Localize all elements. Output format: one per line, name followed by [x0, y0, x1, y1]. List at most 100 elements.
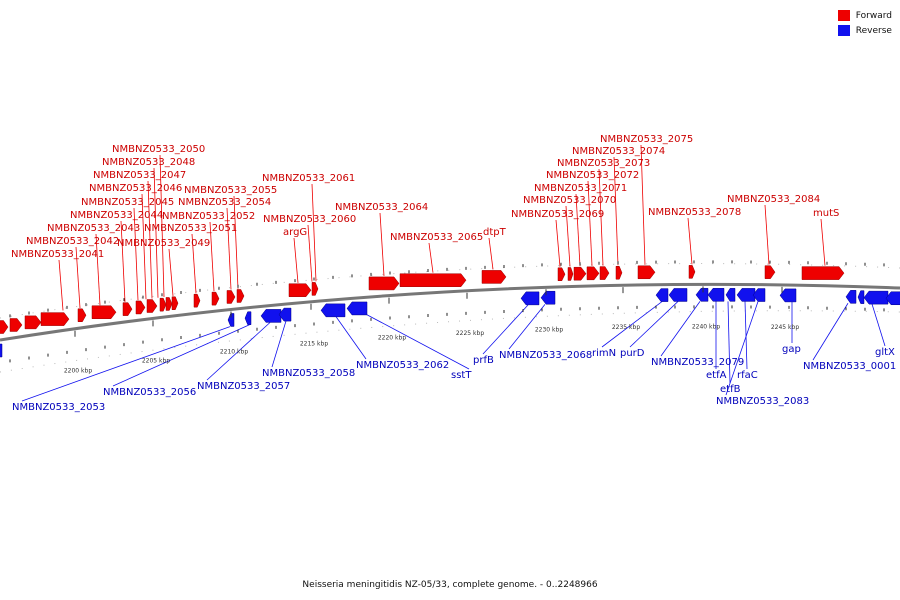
forward-gene-3 [40, 312, 70, 326]
label-leader-lines [21, 144, 886, 402]
forward-leader [159, 154, 165, 298]
forward-gene-20 [481, 270, 507, 284]
reverse-gene-label: NMBNZ0533_2058 [262, 368, 355, 379]
reverse-gene-label: NMBNZ0533_2056 [103, 387, 196, 398]
forward-gene-label: NMBNZ0533_2048 [102, 157, 195, 168]
forward-leader [307, 224, 313, 282]
reverse-gene-9 [655, 288, 669, 302]
forward-gene-14 [226, 290, 236, 304]
forward-leader [226, 207, 232, 290]
forward-gene-label: NMBNZ0533_2042 [26, 236, 119, 247]
forward-gene-25 [599, 266, 610, 280]
legend-reverse: Reverse [837, 23, 892, 38]
forward-leader [293, 237, 299, 283]
reverse-gene-label: prfB [473, 355, 494, 366]
forward-leader [75, 246, 81, 309]
forward-leader [141, 193, 147, 300]
scale-tick-label: 2220 kbp [378, 335, 406, 342]
reverse-gene-13 [725, 288, 736, 302]
forward-gene-1 [9, 318, 23, 332]
reverse-leader [871, 303, 886, 347]
forward-leader [575, 193, 581, 267]
forward-gene-label: NMBNZ0533_2050 [112, 144, 205, 155]
forward-leader [133, 207, 139, 301]
forward-leader [147, 180, 153, 299]
reverse-gene-label: rimN [592, 348, 616, 359]
reverse-gene-label: gltX [875, 347, 895, 358]
forward-gene-27 [637, 265, 656, 280]
forward-gene-label: NMBNZ0533_2054 [178, 197, 271, 208]
reverse-gene-1 [227, 313, 235, 327]
forward-gene-label: NMBNZ0533_2078 [648, 207, 741, 218]
legend-reverse-label: Reverse [855, 25, 892, 36]
forward-gene-label: argG [283, 227, 307, 238]
reverse-leader [812, 303, 849, 361]
forward-leader [555, 219, 561, 267]
scale-tick-label: 2235 kbp [612, 324, 640, 331]
forward-gene-label: NMBNZ0533_2071 [534, 183, 627, 194]
forward-gene-5 [91, 305, 117, 319]
forward-gene-19 [399, 273, 467, 287]
forward-gene-label: NMBNZ0533_2084 [727, 194, 820, 205]
forward-gene-15 [236, 289, 245, 303]
forward-gene-label: NMBNZ0533_2070 [523, 195, 616, 206]
forward-gene-label: NMBNZ0533_2045 [81, 197, 174, 208]
reverse-leader [482, 304, 529, 355]
forward-gene-26 [615, 266, 623, 280]
scale-tick-label: 2210 kbp [220, 348, 248, 355]
forward-gene-label: NMBNZ0533_2064 [335, 202, 428, 213]
reverse-gene-12 [707, 288, 725, 302]
reverse-track-dots [0, 310, 900, 373]
forward-leader [687, 217, 693, 265]
forward-gene-30 [801, 266, 845, 280]
reverse-leader [727, 301, 731, 384]
reverse-gene-0 [0, 343, 3, 358]
reverse-gene-label: NMBNZ0533_0001 [803, 361, 896, 372]
forward-gene-0 [0, 320, 9, 334]
forward-gene-11 [171, 296, 179, 310]
reverse-gene-8 [540, 290, 556, 305]
forward-swatch [837, 10, 850, 21]
forward-gene-label: NMBNZ0533_2072 [546, 170, 639, 181]
forward-gene-29 [764, 265, 776, 279]
reverse-gene-19 [863, 290, 889, 305]
reverse-gene-label: purD [620, 348, 645, 359]
forward-gene-label: NMBNZ0533_2049 [117, 238, 210, 249]
reverse-gene-label: NMBNZ0533_2068 [499, 350, 592, 361]
reverse-gene-label: NMBNZ0533_2079 [651, 357, 744, 368]
forward-leader [428, 242, 434, 273]
forward-leader [820, 218, 826, 266]
forward-leader [488, 237, 494, 270]
gene-labels: NMBNZ0533_2041NMBNZ0533_2042NMBNZ0533_20… [11, 134, 896, 413]
forward-leader [120, 220, 126, 302]
reverse-leader [271, 320, 287, 368]
reverse-gene-label: sstT [451, 370, 472, 381]
reverse-leader [660, 301, 701, 357]
forward-leader [209, 221, 215, 292]
reverse-leader [629, 301, 679, 348]
scale-tick-label: 2225 kbp [456, 330, 484, 337]
scale-tick-label: 2230 kbp [535, 326, 563, 333]
forward-gene-12 [193, 293, 201, 308]
reverse-gene-4 [278, 307, 292, 322]
forward-gene-label: NMBNZ0533_2046 [89, 183, 182, 194]
forward-gene-label: NMBNZ0533_2069 [511, 209, 604, 220]
reverse-gene-5 [320, 303, 346, 318]
reverse-gene-14 [736, 288, 756, 302]
genome-backbone [0, 282, 900, 342]
forward-gene-18 [368, 276, 400, 291]
forward-gene-2 [24, 315, 42, 330]
gene-features [0, 265, 900, 358]
reverse-gene-2 [244, 311, 252, 325]
reverse-gene-label: NMBNZ0533_2057 [197, 381, 290, 392]
forward-gene-label: NMBNZ0533_2041 [11, 249, 104, 260]
forward-gene-8 [146, 299, 158, 313]
legend-forward: Forward [837, 8, 892, 23]
forward-gene-7 [135, 300, 146, 315]
forward-gene-label: NMBNZ0533_2047 [93, 170, 186, 181]
scale-tick-label: 2240 kbp [692, 323, 720, 330]
figure-caption: Neisseria meningitidis NZ-05/33, complet… [302, 580, 598, 590]
forward-leader [153, 167, 159, 298]
reverse-swatch [837, 25, 850, 36]
